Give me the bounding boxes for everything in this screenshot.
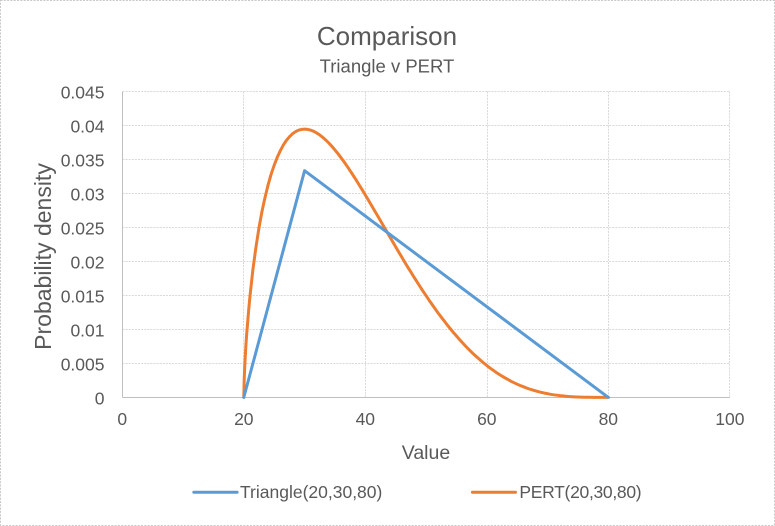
svg-text:Triangle v PERT: Triangle v PERT bbox=[320, 56, 455, 77]
svg-text:0.045: 0.045 bbox=[61, 82, 105, 102]
svg-text:0: 0 bbox=[95, 388, 105, 408]
svg-text:60: 60 bbox=[477, 409, 497, 429]
svg-text:0.015: 0.015 bbox=[61, 286, 105, 306]
svg-text:80: 80 bbox=[599, 409, 619, 429]
svg-text:0: 0 bbox=[117, 409, 127, 429]
svg-text:Comparison: Comparison bbox=[317, 21, 457, 51]
svg-text:Triangle(20,30,80): Triangle(20,30,80) bbox=[240, 482, 382, 502]
svg-text:Probability density: Probability density bbox=[30, 163, 56, 350]
svg-text:0.01: 0.01 bbox=[70, 320, 104, 340]
svg-text:100: 100 bbox=[715, 409, 744, 429]
svg-text:0.025: 0.025 bbox=[61, 218, 105, 238]
svg-text:20: 20 bbox=[234, 409, 254, 429]
svg-text:0.035: 0.035 bbox=[61, 150, 105, 170]
svg-text:PERT(20,30,80): PERT(20,30,80) bbox=[519, 482, 641, 502]
svg-text:0.005: 0.005 bbox=[61, 354, 105, 374]
svg-text:40: 40 bbox=[356, 409, 376, 429]
svg-text:0.02: 0.02 bbox=[70, 252, 104, 272]
svg-text:Value: Value bbox=[402, 442, 450, 464]
svg-text:0.04: 0.04 bbox=[70, 116, 104, 136]
svg-text:0.03: 0.03 bbox=[70, 184, 104, 204]
